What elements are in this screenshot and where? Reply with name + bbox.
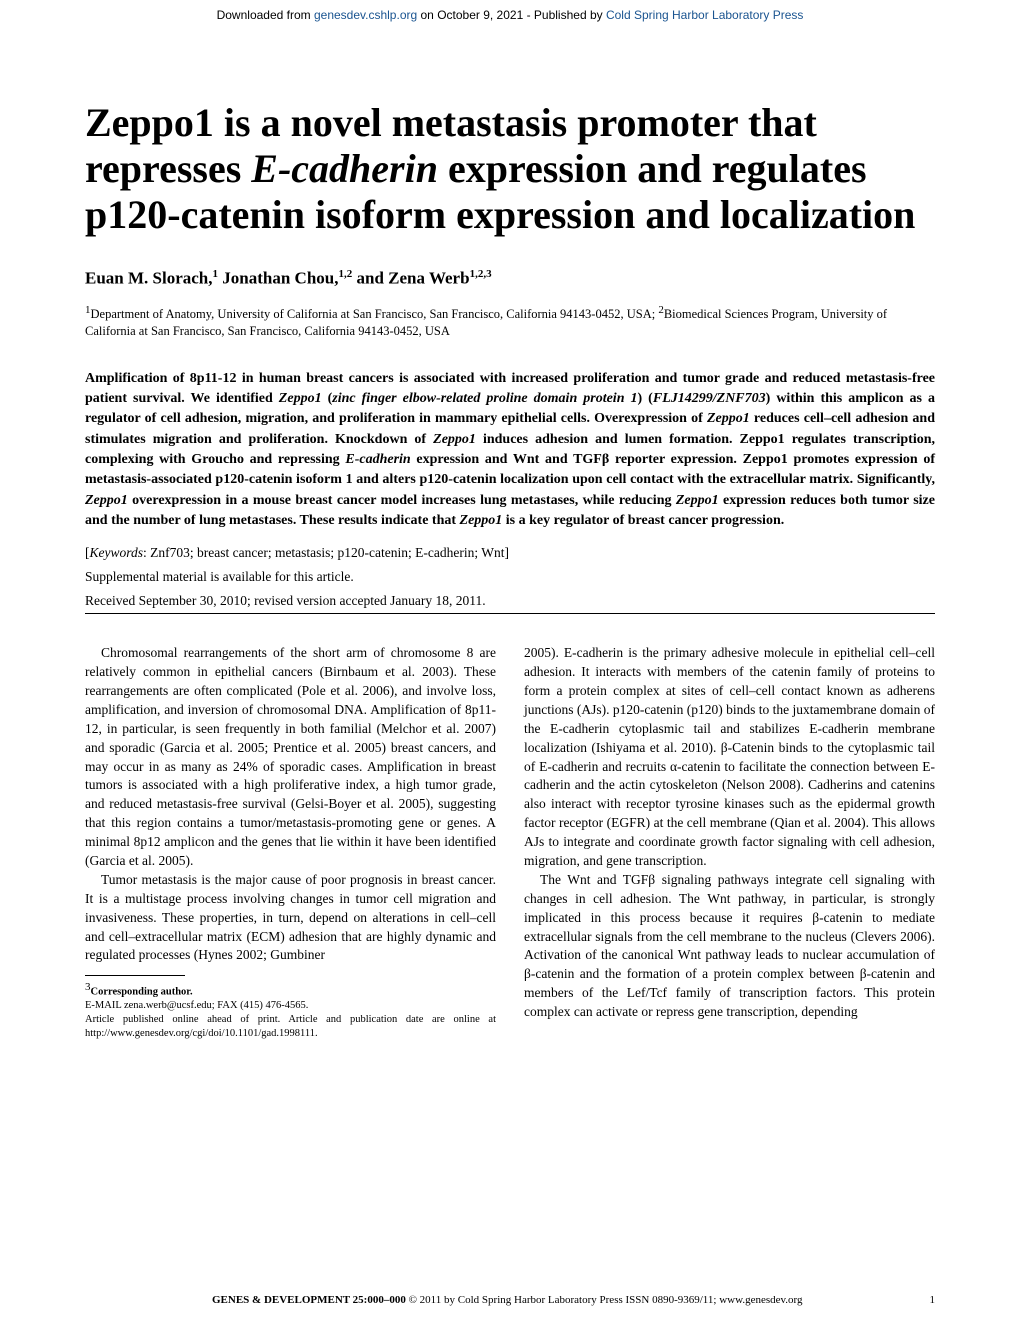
download-link-1[interactable]: genesdev.cshlp.org bbox=[314, 8, 417, 22]
download-prefix: Downloaded from bbox=[217, 8, 314, 22]
body-paragraph: Chromosomal rearrangements of the short … bbox=[85, 644, 496, 871]
abstract: Amplification of 8p11-12 in human breast… bbox=[85, 369, 935, 531]
page-footer: GENES & DEVELOPMENT 25:000–000 © 2011 by… bbox=[85, 1294, 935, 1306]
column-right: 2005). E-cadherin is the primary adhesiv… bbox=[524, 644, 935, 1040]
page-number: 1 bbox=[930, 1294, 936, 1306]
body-columns: Chromosomal rearrangements of the short … bbox=[85, 644, 935, 1040]
footnote-email: E-MAIL zena.werb@ucsf.edu; FAX (415) 476… bbox=[85, 999, 496, 1013]
footnote-pub: Article published online ahead of print.… bbox=[85, 1013, 496, 1040]
body-paragraph: 2005). E-cadherin is the primary adhesiv… bbox=[524, 644, 935, 871]
body-paragraph: The Wnt and TGFβ signaling pathways inte… bbox=[524, 871, 935, 1022]
corresponding-author: 3Corresponding author. bbox=[85, 980, 496, 999]
keywords: [Keywords: Znf703; breast cancer; metast… bbox=[85, 545, 935, 561]
body-paragraph: Tumor metastasis is the major cause of p… bbox=[85, 871, 496, 965]
page-content: Zeppo1 is a novel metastasis promoter th… bbox=[0, 100, 1020, 1040]
download-link-2[interactable]: Cold Spring Harbor Laboratory Press bbox=[606, 8, 803, 22]
supplemental-note: Supplemental material is available for t… bbox=[85, 569, 935, 585]
footnote-divider bbox=[85, 975, 185, 976]
footer-center: GENES & DEVELOPMENT 25:000–000 © 2011 by… bbox=[85, 1294, 930, 1306]
authors: Euan M. Slorach,1 Jonathan Chou,1,2 and … bbox=[85, 268, 935, 289]
download-bar: Downloaded from genesdev.cshlp.org on Oc… bbox=[0, 0, 1020, 30]
received-note: Received September 30, 2010; revised ver… bbox=[85, 593, 935, 609]
footnote-block: 3Corresponding author. E-MAIL zena.werb@… bbox=[85, 980, 496, 1040]
download-middle: on October 9, 2021 - Published by bbox=[417, 8, 606, 22]
section-divider bbox=[85, 613, 935, 614]
affiliations: 1Department of Anatomy, University of Ca… bbox=[85, 303, 935, 341]
article-title: Zeppo1 is a novel metastasis promoter th… bbox=[85, 100, 935, 238]
column-left: Chromosomal rearrangements of the short … bbox=[85, 644, 496, 1040]
